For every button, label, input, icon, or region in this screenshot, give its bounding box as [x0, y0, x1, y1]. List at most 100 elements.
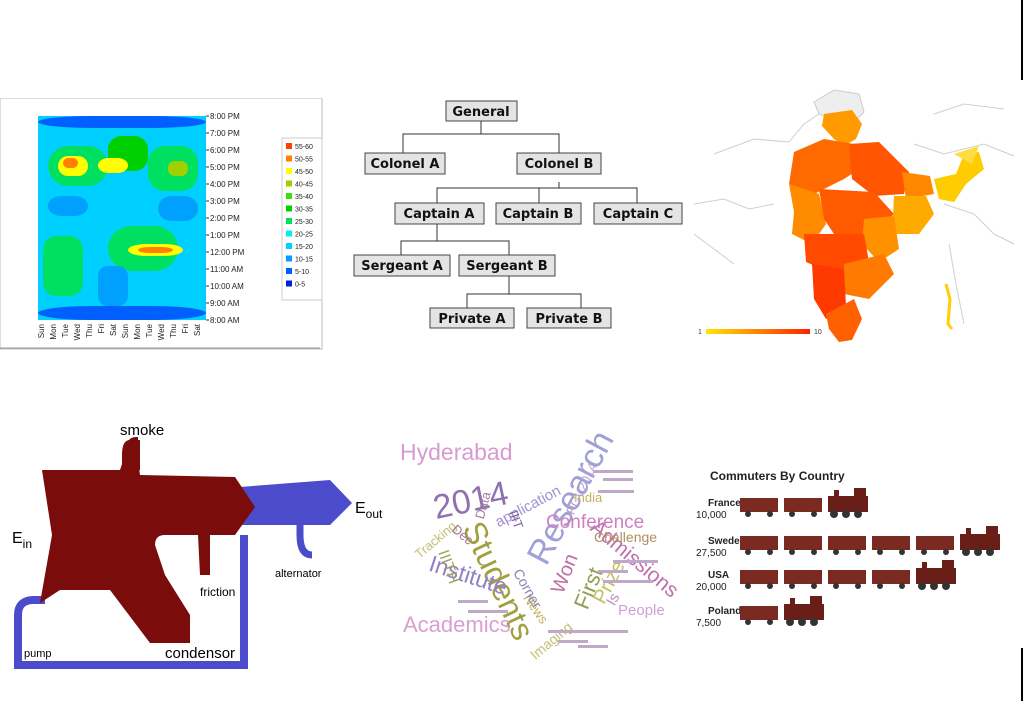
heatmap-contour-9 — [38, 116, 206, 128]
map-legend-min: 1 — [698, 329, 702, 336]
word-conference: Conference — [546, 512, 644, 533]
heatmap-contour-11 — [63, 158, 78, 168]
heatmap-contour-12 — [138, 247, 173, 253]
heatmap-plot — [38, 116, 206, 320]
org-node-captain-c: Captain C — [593, 202, 683, 225]
commuters-wheel — [962, 548, 970, 556]
heatmap-day-label: Thu — [169, 324, 178, 338]
commuters-wagon — [872, 570, 910, 584]
sankey-ein-label: Ein — [12, 530, 32, 551]
neighbour-borders — [693, 103, 1015, 325]
word-challenge: Challenge — [594, 529, 657, 545]
commuters-wheel — [811, 549, 817, 555]
commuters-wheel — [811, 511, 817, 517]
commuters-wheel — [855, 549, 861, 555]
heatmap-contour-6 — [98, 158, 128, 173]
word-data: Data — [472, 489, 494, 520]
org-node-private-a: Private A — [429, 307, 515, 329]
commuters-wheel — [974, 548, 982, 556]
india-map-panel: 1 10 — [693, 84, 1022, 344]
heatmap-time-label: 12:00 PM — [210, 248, 245, 257]
word-iiit: IIIT — [506, 508, 527, 531]
svg-text:Private B: Private B — [535, 312, 602, 327]
heatmap-legend-label: 5-10 — [295, 269, 309, 276]
wordcloud-small-words — [458, 470, 658, 648]
map-region-east — [892, 196, 934, 234]
commuters-engine — [784, 604, 824, 620]
heatmap-day-label: Sun — [37, 324, 46, 338]
heatmap-time-label: 8:00 AM — [210, 316, 240, 325]
commuters-wheel — [767, 583, 773, 589]
heatmap-contour-8 — [168, 161, 188, 176]
svg-text:Captain A: Captain A — [404, 207, 475, 222]
heatmap-day-label: Tue — [145, 323, 154, 337]
commuters-country: France — [708, 498, 741, 509]
commuters-svg: Commuters By Country France10,000Sweden2… — [696, 469, 1000, 629]
commuters-wheel — [810, 618, 818, 626]
commuters-wheel — [918, 582, 926, 590]
commuters-wheel — [842, 510, 850, 518]
org-node-captain-a: Captain A — [394, 202, 485, 225]
heatmap-legend-label: 15-20 — [295, 244, 313, 251]
sankey-friction-label: friction — [200, 585, 235, 599]
commuters-wheel — [986, 548, 994, 556]
svg-text:Colonel A: Colonel A — [371, 157, 440, 172]
commuters-engine-cab — [810, 596, 822, 606]
heatmap-contour-13 — [98, 266, 128, 306]
org-node-sergeant-a: Sergeant A — [353, 254, 451, 277]
commuters-engine — [916, 568, 956, 584]
commuters-wagon — [784, 498, 822, 512]
heatmap-time-label: 1:00 PM — [210, 231, 240, 240]
commuters-wheel — [745, 619, 751, 625]
map-region-bihar — [902, 172, 934, 199]
org-node-colonel-a: Colonel A — [364, 152, 446, 175]
svg-text:Sergeant B: Sergeant B — [466, 259, 547, 274]
heatmap-legend-swatch — [286, 205, 292, 212]
commuters-wagon — [740, 498, 778, 512]
commuters-value: 27,500 — [696, 548, 727, 559]
heatmap-legend-label: 45-50 — [295, 169, 313, 176]
heatmap-time-label: 11:00 AM — [210, 265, 244, 274]
heatmap-day-label: Sun — [121, 324, 130, 338]
map-region-west — [789, 184, 826, 244]
heatmap-time-label: 2:00 PM — [210, 214, 240, 223]
map-legend-gradient — [706, 329, 810, 334]
india-map-svg: 1 10 — [693, 89, 1015, 342]
commuters-wheel — [899, 549, 905, 555]
commuters-value: 10,000 — [696, 510, 727, 521]
commuters-wheel — [786, 618, 794, 626]
commuters-wheel — [811, 583, 817, 589]
heatmap-time-label: 4:00 PM — [210, 180, 240, 189]
commuters-wheel — [833, 583, 839, 589]
map-region-chhattisgarh — [862, 216, 899, 262]
heatmap-contour-10 — [38, 306, 206, 320]
map-region-northwest — [789, 139, 864, 194]
heatmap-day-label: Sat — [193, 323, 202, 336]
org-node-colonel-b: Colonel B — [516, 152, 602, 175]
commuters-wheel — [789, 511, 795, 517]
commuters-wheel — [767, 549, 773, 555]
org-chart-svg: General Colonel A Colonel B Captain A Ca… — [353, 100, 683, 329]
right-edge-line-top — [1021, 0, 1023, 80]
heatmap-legend-swatch — [286, 143, 292, 149]
commuters-wheel — [830, 510, 838, 518]
sankey-svg: smoke Ein Eout alternator friction conde… — [12, 422, 383, 669]
heatmap-day-label: Thu — [85, 324, 94, 338]
commuters-engine-cab — [942, 560, 954, 570]
commuters-wheel — [930, 582, 938, 590]
commuters-wheel — [767, 511, 773, 517]
heatmap-time-label: 3:00 PM — [210, 197, 240, 206]
commuters-wheel — [798, 618, 806, 626]
heatmap-legend-swatch — [286, 180, 292, 187]
sankey-eout-label: Eout — [355, 500, 383, 521]
heatmap-day-label: Mon — [133, 324, 142, 340]
heatmap-legend-swatch — [286, 268, 292, 274]
map-region-up — [849, 142, 909, 196]
commuters-wagon — [872, 536, 910, 550]
map-region-andhra — [844, 254, 894, 299]
heatmap-day-label: Tue — [61, 323, 70, 337]
heatmap-day-axis: Sun Mon Tue Wed Thu Fri Sat Sun Mon Tue Wed Thu Fri S… — [37, 323, 202, 340]
heatmap-legend-swatch — [286, 168, 292, 174]
heatmap-time-label: 9:00 AM — [210, 299, 240, 308]
